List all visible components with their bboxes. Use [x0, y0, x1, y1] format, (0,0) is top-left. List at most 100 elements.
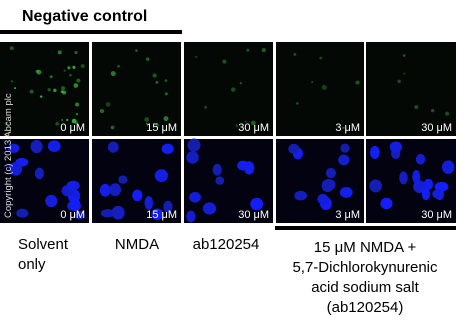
- nucleus: [237, 160, 250, 171]
- micrograph: [366, 139, 456, 223]
- nucleus: [109, 183, 122, 197]
- signal: [250, 120, 256, 126]
- group-bar: [275, 226, 456, 230]
- signal: [355, 80, 360, 85]
- group-label: (ab120254): [327, 299, 404, 316]
- nucleus: [441, 160, 455, 174]
- concentration-label: 0 μM: [60, 122, 85, 134]
- concentration-label: 3 μM: [335, 209, 360, 221]
- nucleus: [321, 180, 334, 193]
- signal: [63, 69, 66, 72]
- signal: [222, 59, 227, 64]
- nucleus: [107, 141, 119, 153]
- signal: [80, 64, 85, 68]
- micrograph: [276, 42, 364, 136]
- concentration-label: 0 μM: [60, 209, 85, 221]
- nucleus: [212, 163, 222, 176]
- group-label: 15 μM NMDA +: [314, 239, 417, 256]
- signal: [293, 52, 297, 56]
- micrograph: [366, 42, 456, 136]
- nucleus: [215, 176, 225, 185]
- nucleus: [151, 208, 164, 221]
- signal: [4, 122, 8, 125]
- column-label: NMDA: [115, 236, 159, 253]
- signal: [110, 71, 116, 77]
- nucleus: [45, 194, 58, 208]
- nucleus: [202, 202, 217, 215]
- nucleus: [99, 183, 111, 197]
- signal: [163, 116, 169, 122]
- nucleus: [132, 189, 143, 202]
- nucleus: [186, 151, 199, 164]
- signal: [244, 120, 247, 123]
- nucleus: [30, 139, 43, 154]
- signal: [144, 117, 150, 122]
- signal: [164, 92, 168, 96]
- nucleus: [187, 138, 201, 152]
- nucleus: [421, 187, 431, 201]
- nucleus: [7, 143, 20, 153]
- nucleus: [154, 169, 168, 182]
- signal: [235, 124, 238, 127]
- concentration-label: 30 μM: [238, 122, 269, 134]
- nucleus: [189, 192, 201, 203]
- signal: [152, 73, 157, 78]
- nucleus: [47, 140, 61, 152]
- nucleus: [144, 196, 154, 210]
- column-label: only: [18, 256, 46, 273]
- nucleus: [369, 179, 383, 193]
- signal: [155, 123, 160, 128]
- signal: [75, 102, 80, 107]
- signal: [296, 101, 299, 105]
- signal: [75, 113, 79, 116]
- signal: [145, 57, 150, 61]
- signal: [164, 79, 168, 83]
- signal: [155, 81, 159, 84]
- signal: [53, 88, 57, 93]
- signal: [47, 88, 51, 92]
- signal: [76, 78, 81, 83]
- signal: [39, 95, 43, 98]
- signal: [117, 64, 120, 68]
- column-labels: Solvent only NMDA ab120254 15 μM NMDA + 5,7-D…: [18, 236, 438, 316]
- micrograph: [184, 42, 273, 136]
- signal: [311, 81, 314, 84]
- signal: [29, 89, 34, 94]
- nucleus: [70, 198, 81, 211]
- copyright: Copyright (c) 2013 Abcam plc: [3, 93, 14, 218]
- signal: [67, 66, 71, 70]
- signal: [35, 69, 39, 73]
- signal: [61, 86, 66, 91]
- signal: [62, 90, 67, 95]
- nucleus: [340, 143, 350, 153]
- signal: [403, 72, 406, 75]
- concentration-label: 30 μM: [421, 122, 452, 134]
- signal: [14, 87, 17, 90]
- signal: [397, 79, 401, 84]
- signal: [66, 118, 69, 122]
- nucleus: [415, 153, 426, 165]
- title: Negative control: [22, 8, 147, 25]
- column-label: Solvent: [18, 236, 69, 253]
- nucleus: [380, 197, 393, 210]
- nucleus: [111, 205, 125, 220]
- nucleus: [399, 171, 408, 185]
- nucleus: [389, 141, 403, 153]
- nucleus: [118, 175, 128, 184]
- nucleus: [325, 167, 336, 179]
- title-bar: [0, 30, 182, 34]
- nucleus: [413, 180, 426, 193]
- signal: [99, 109, 105, 114]
- panel-grid: 0 μM 15 μM 30 μM 3 μM 30 μM 0 μM 15 μM 30 μM 3 μ…: [0, 42, 456, 223]
- signal: [239, 82, 242, 85]
- signal: [61, 118, 64, 122]
- signal: [321, 84, 327, 90]
- concentration-label: 30 μM: [238, 209, 269, 221]
- nucleus: [423, 178, 434, 190]
- nucleus: [161, 143, 174, 155]
- nucleus: [74, 210, 85, 220]
- nucleus: [369, 145, 380, 159]
- nucleus: [288, 143, 300, 154]
- signal: [231, 87, 236, 92]
- signal: [261, 47, 266, 53]
